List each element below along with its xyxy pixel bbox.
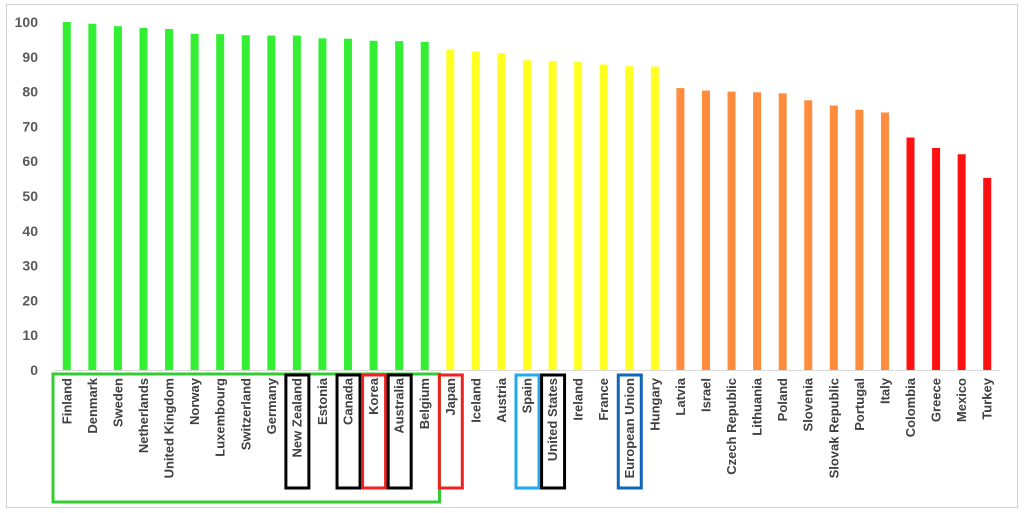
category-label: Netherlands [136,378,151,453]
category-label: Norway [187,377,202,425]
y-tick-label: 20 [22,292,38,308]
highlight-box [386,373,413,490]
y-tick-label: 30 [22,258,38,274]
category-label: Sweden [110,378,125,427]
category-label: New Zealand [289,378,304,458]
highlight-box [616,373,643,490]
bar [241,35,250,370]
category-label: Mexico [954,378,969,422]
bar [267,35,276,371]
category-label: Estonia [315,377,330,425]
category-label: Spain [520,378,535,413]
category-label: Ireland [571,378,586,421]
category-label: Colombia [903,377,918,437]
category-label: Iceland [468,378,483,423]
highlight-box [514,373,541,490]
category-label: Hungary [647,377,662,431]
bar [471,51,480,371]
bar [804,100,813,371]
category-label: Greece [929,378,944,422]
bar [650,66,659,370]
y-tick-label: 10 [22,327,38,343]
bar [446,49,455,370]
highlight-box [437,373,464,490]
bar [880,112,889,370]
bar [318,38,327,371]
category-label: Canada [341,377,356,425]
bar [139,27,148,370]
category-label: European Union [622,378,637,478]
bar [190,33,199,370]
highlight-box [335,373,362,490]
bar [983,177,992,370]
category-label: Germany [264,377,279,434]
y-tick-label: 100 [15,14,39,30]
bar [497,53,506,370]
bar [113,26,122,371]
bar [701,90,710,370]
y-tick-label: 50 [22,188,38,204]
bar [523,60,531,370]
category-label: Turkey [980,377,995,419]
category-label: Italy [877,377,892,404]
bar [855,109,864,371]
category-label: Australia [392,377,407,433]
y-tick-label: 60 [22,153,38,169]
y-tick-label: 70 [22,118,38,134]
bar [727,91,736,370]
bar [420,41,429,370]
category-label: Israel [698,378,713,412]
bar [395,41,404,370]
category-label: Portugal [852,378,867,431]
bar [165,28,174,371]
bar [369,40,378,371]
category-label: Poland [775,378,790,421]
category-label: Latvia [673,377,688,415]
category-label: Belgium [417,378,432,429]
category-label: Austria [494,377,509,423]
category-label: United States [545,378,560,461]
category-label: France [596,378,611,421]
category-label: Luxembourg [213,378,228,457]
bar [932,147,941,370]
category-label: Denmark [85,377,100,433]
chart-frame [6,4,1018,508]
y-tick-label: 0 [30,362,38,378]
bar [574,62,583,371]
y-tick-label: 90 [22,49,38,65]
bar [292,35,301,371]
category-label: Slovak Republic [826,378,841,478]
bar [599,64,608,371]
category-label: United Kingdom [162,378,177,478]
bar [62,22,71,370]
bar [676,88,685,371]
category-label: Korea [366,377,381,415]
category-label: Czech Republic [724,378,739,475]
category-label: Slovenia [801,377,816,431]
bar [88,23,97,371]
bar [957,154,966,370]
bar [778,93,787,370]
bar [344,38,353,370]
bar [829,105,838,371]
category-label: Finland [59,378,74,424]
y-tick-label: 80 [22,84,38,100]
bar [625,66,634,371]
bar [216,34,225,371]
category-label: Lithuania [750,377,765,436]
highlight-box [284,373,311,490]
bar [753,92,762,371]
category-label: Switzerland [238,378,253,450]
bar [906,137,915,370]
category-label: Japan [443,378,458,416]
highlight-box [540,373,567,490]
y-tick-label: 40 [22,223,38,239]
highlight-box [361,373,388,490]
bar [548,60,557,370]
